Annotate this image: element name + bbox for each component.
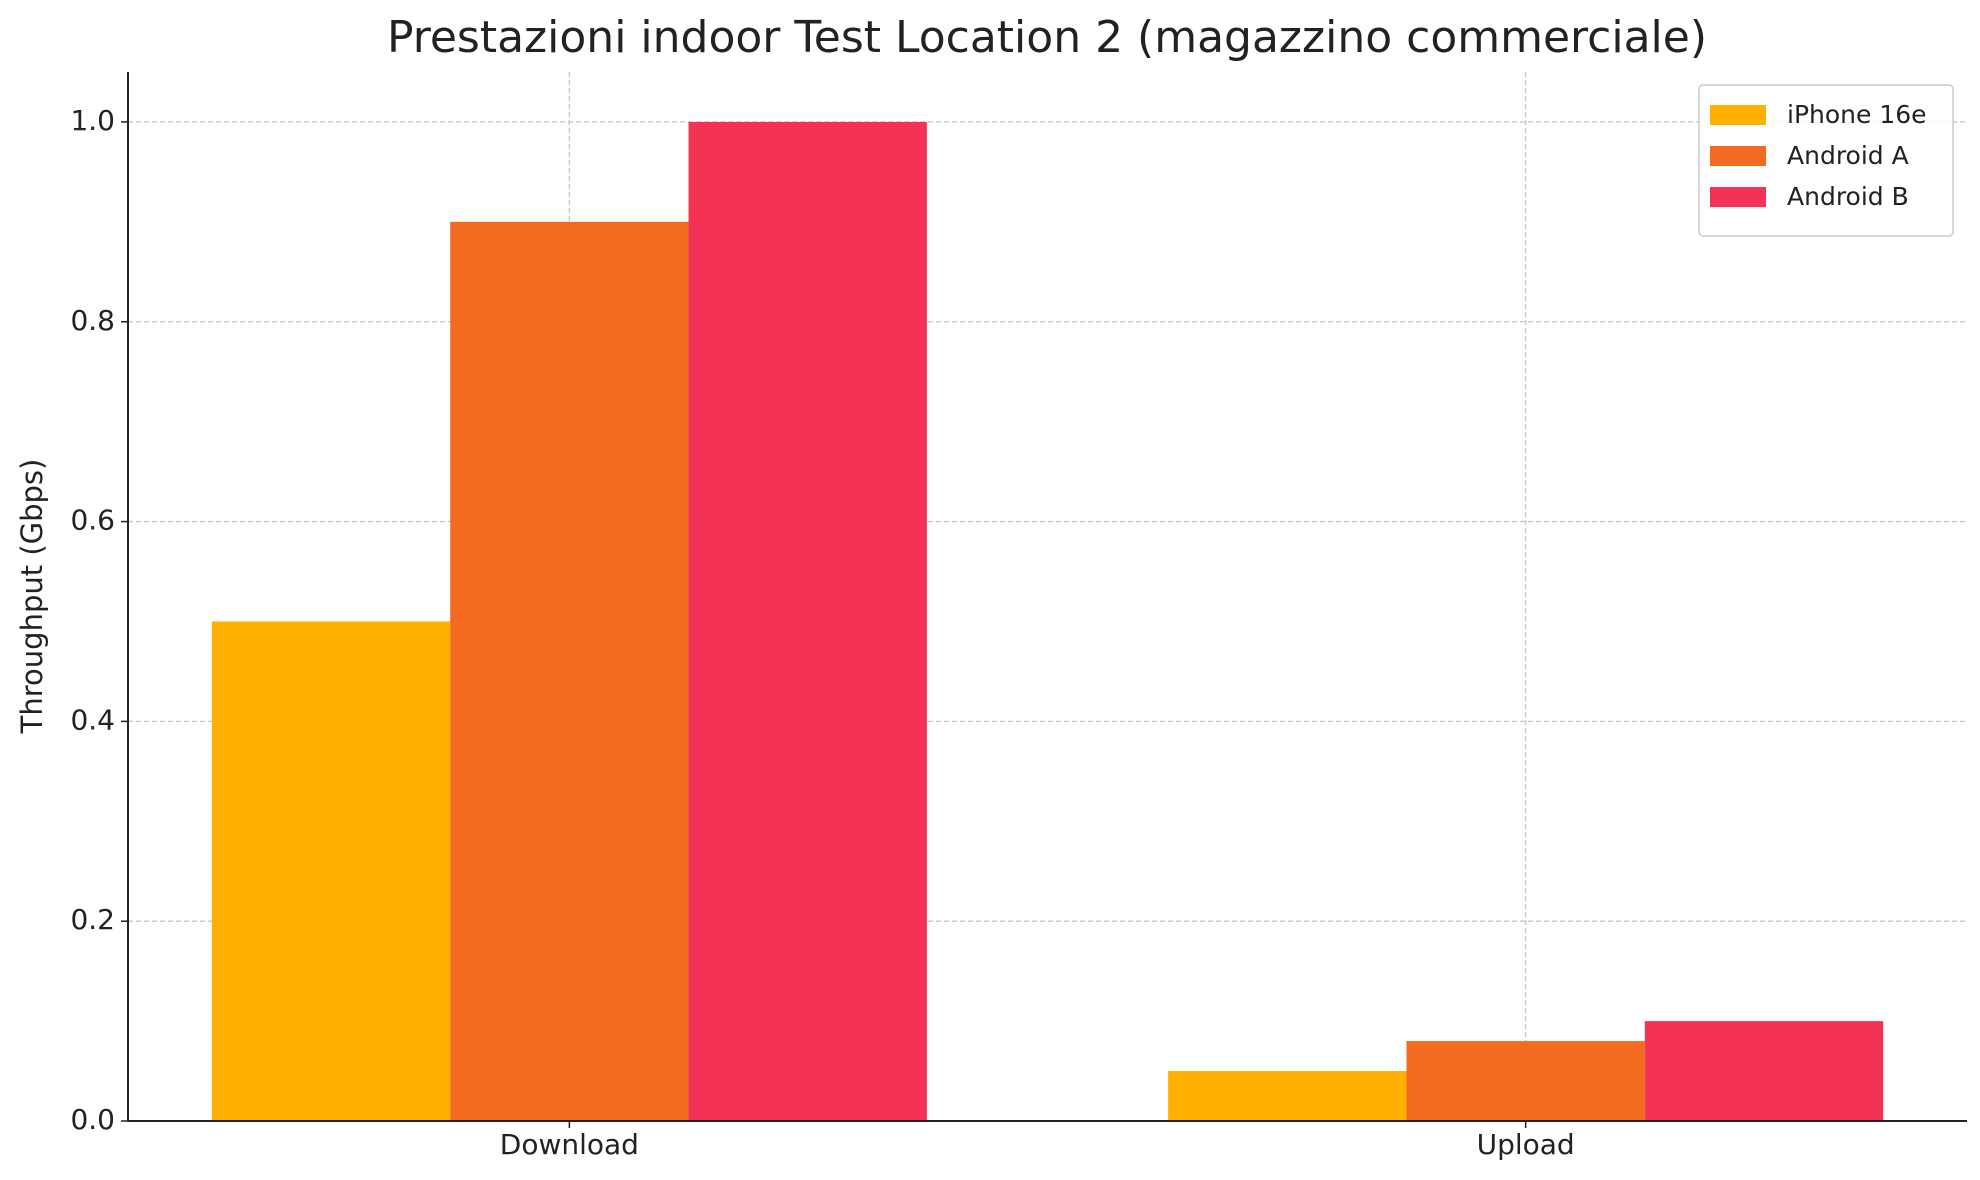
y-tick-label: 0.2 — [70, 903, 115, 936]
bar — [1644, 1021, 1884, 1121]
bar — [1168, 1071, 1407, 1121]
x-tick-label: Download — [500, 1128, 639, 1161]
bar — [450, 221, 689, 1121]
x-tick-label: Upload — [1477, 1128, 1575, 1161]
legend-label: Android B — [1787, 182, 1909, 211]
legend-swatch — [1710, 146, 1766, 166]
legend-swatch — [1710, 105, 1766, 125]
y-tick-label: 0.0 — [70, 1103, 115, 1136]
legend-swatch — [1710, 187, 1766, 207]
y-tick-label: 1.0 — [70, 104, 115, 137]
y-tick-label: 0.8 — [70, 304, 115, 337]
y-axis-label: Throughput (Gbps) — [15, 459, 49, 735]
legend-label: iPhone 16e — [1787, 100, 1927, 129]
y-tick-label: 0.4 — [70, 703, 115, 736]
bar — [688, 121, 927, 1121]
legend-label: Android A — [1787, 141, 1909, 170]
chart-title: Prestazioni indoor Test Location 2 (maga… — [387, 12, 1707, 63]
bar — [211, 621, 451, 1121]
bar — [1406, 1041, 1645, 1121]
y-tick-label: 0.6 — [70, 504, 115, 537]
